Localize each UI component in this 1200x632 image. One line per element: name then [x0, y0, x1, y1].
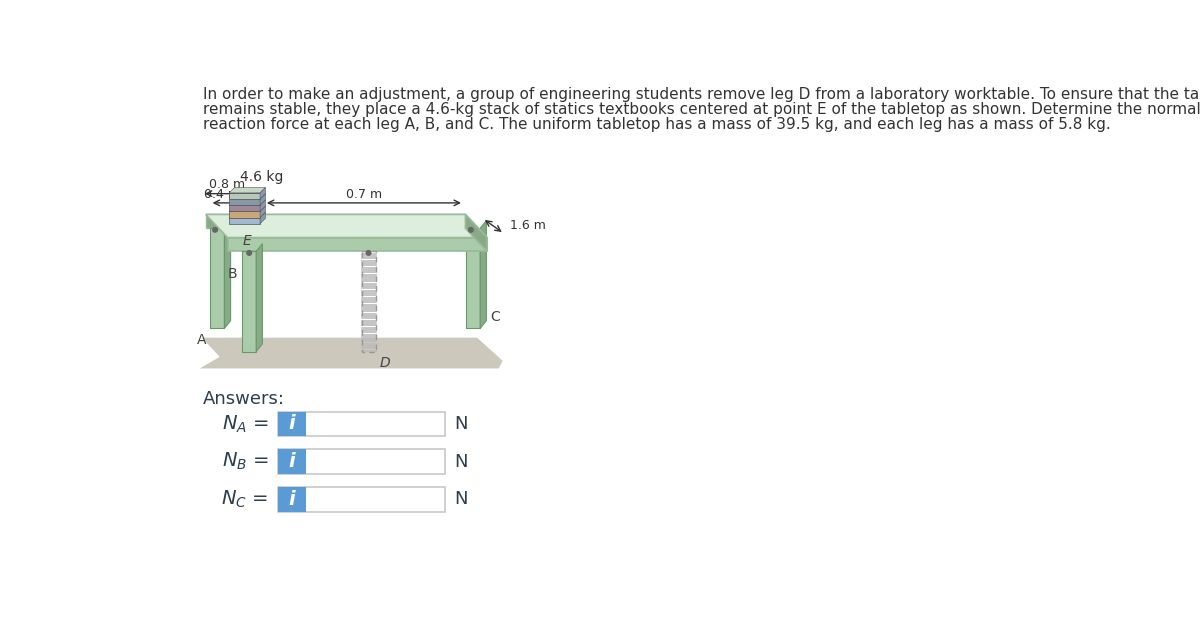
Polygon shape — [229, 193, 260, 199]
Text: i: i — [288, 415, 295, 434]
Polygon shape — [242, 252, 256, 351]
Polygon shape — [260, 206, 265, 217]
Polygon shape — [229, 211, 260, 217]
Polygon shape — [229, 212, 265, 217]
Text: 0.7 m: 0.7 m — [346, 188, 382, 200]
Polygon shape — [260, 188, 265, 199]
Polygon shape — [229, 206, 265, 211]
FancyBboxPatch shape — [278, 487, 306, 512]
Text: In order to make an adjustment, a group of engineering students remove leg D fro: In order to make an adjustment, a group … — [203, 87, 1200, 102]
Circle shape — [468, 228, 473, 232]
Text: N: N — [454, 490, 467, 508]
FancyBboxPatch shape — [278, 411, 306, 436]
Polygon shape — [229, 217, 260, 224]
FancyBboxPatch shape — [278, 449, 444, 474]
Text: N: N — [454, 453, 467, 471]
Text: C: C — [491, 310, 500, 324]
Polygon shape — [229, 193, 265, 199]
Polygon shape — [206, 214, 487, 238]
FancyBboxPatch shape — [278, 487, 444, 512]
Text: D: D — [379, 356, 390, 370]
Text: 4.6 kg: 4.6 kg — [240, 169, 283, 184]
Text: 0.4 m: 0.4 m — [204, 188, 240, 200]
Text: B: B — [227, 267, 236, 281]
Polygon shape — [206, 214, 466, 228]
Polygon shape — [229, 205, 260, 211]
Text: i: i — [288, 452, 295, 471]
Circle shape — [247, 251, 252, 255]
Polygon shape — [229, 199, 260, 205]
Text: remains stable, they place a 4.6-kg stack of statics textbooks centered at point: remains stable, they place a 4.6-kg stac… — [203, 102, 1200, 117]
Polygon shape — [256, 244, 263, 351]
Text: 1.6 m: 1.6 m — [510, 219, 546, 233]
Text: 0.8 m: 0.8 m — [209, 178, 245, 191]
Polygon shape — [228, 238, 487, 252]
Text: N: N — [454, 415, 467, 433]
Polygon shape — [260, 200, 265, 211]
Polygon shape — [229, 188, 265, 193]
Polygon shape — [466, 228, 480, 329]
Polygon shape — [466, 214, 487, 252]
Polygon shape — [260, 212, 265, 224]
Text: reaction force at each leg A, B, and C. The uniform tabletop has a mass of 39.5 : reaction force at each leg A, B, and C. … — [203, 117, 1110, 131]
Circle shape — [212, 228, 217, 232]
Circle shape — [366, 251, 371, 255]
Text: A: A — [197, 333, 206, 347]
Polygon shape — [480, 221, 486, 329]
Polygon shape — [199, 337, 503, 368]
Text: $N_C$ =: $N_C$ = — [221, 489, 269, 510]
FancyBboxPatch shape — [278, 449, 306, 474]
Text: $N_B$ =: $N_B$ = — [222, 451, 269, 472]
Polygon shape — [260, 193, 265, 205]
Text: Answers:: Answers: — [203, 390, 284, 408]
Text: $N_A$ =: $N_A$ = — [222, 413, 269, 435]
FancyBboxPatch shape — [278, 411, 444, 436]
Polygon shape — [210, 228, 224, 329]
Text: i: i — [288, 490, 295, 509]
Text: E: E — [242, 234, 251, 248]
Polygon shape — [224, 221, 230, 329]
Polygon shape — [229, 200, 265, 205]
